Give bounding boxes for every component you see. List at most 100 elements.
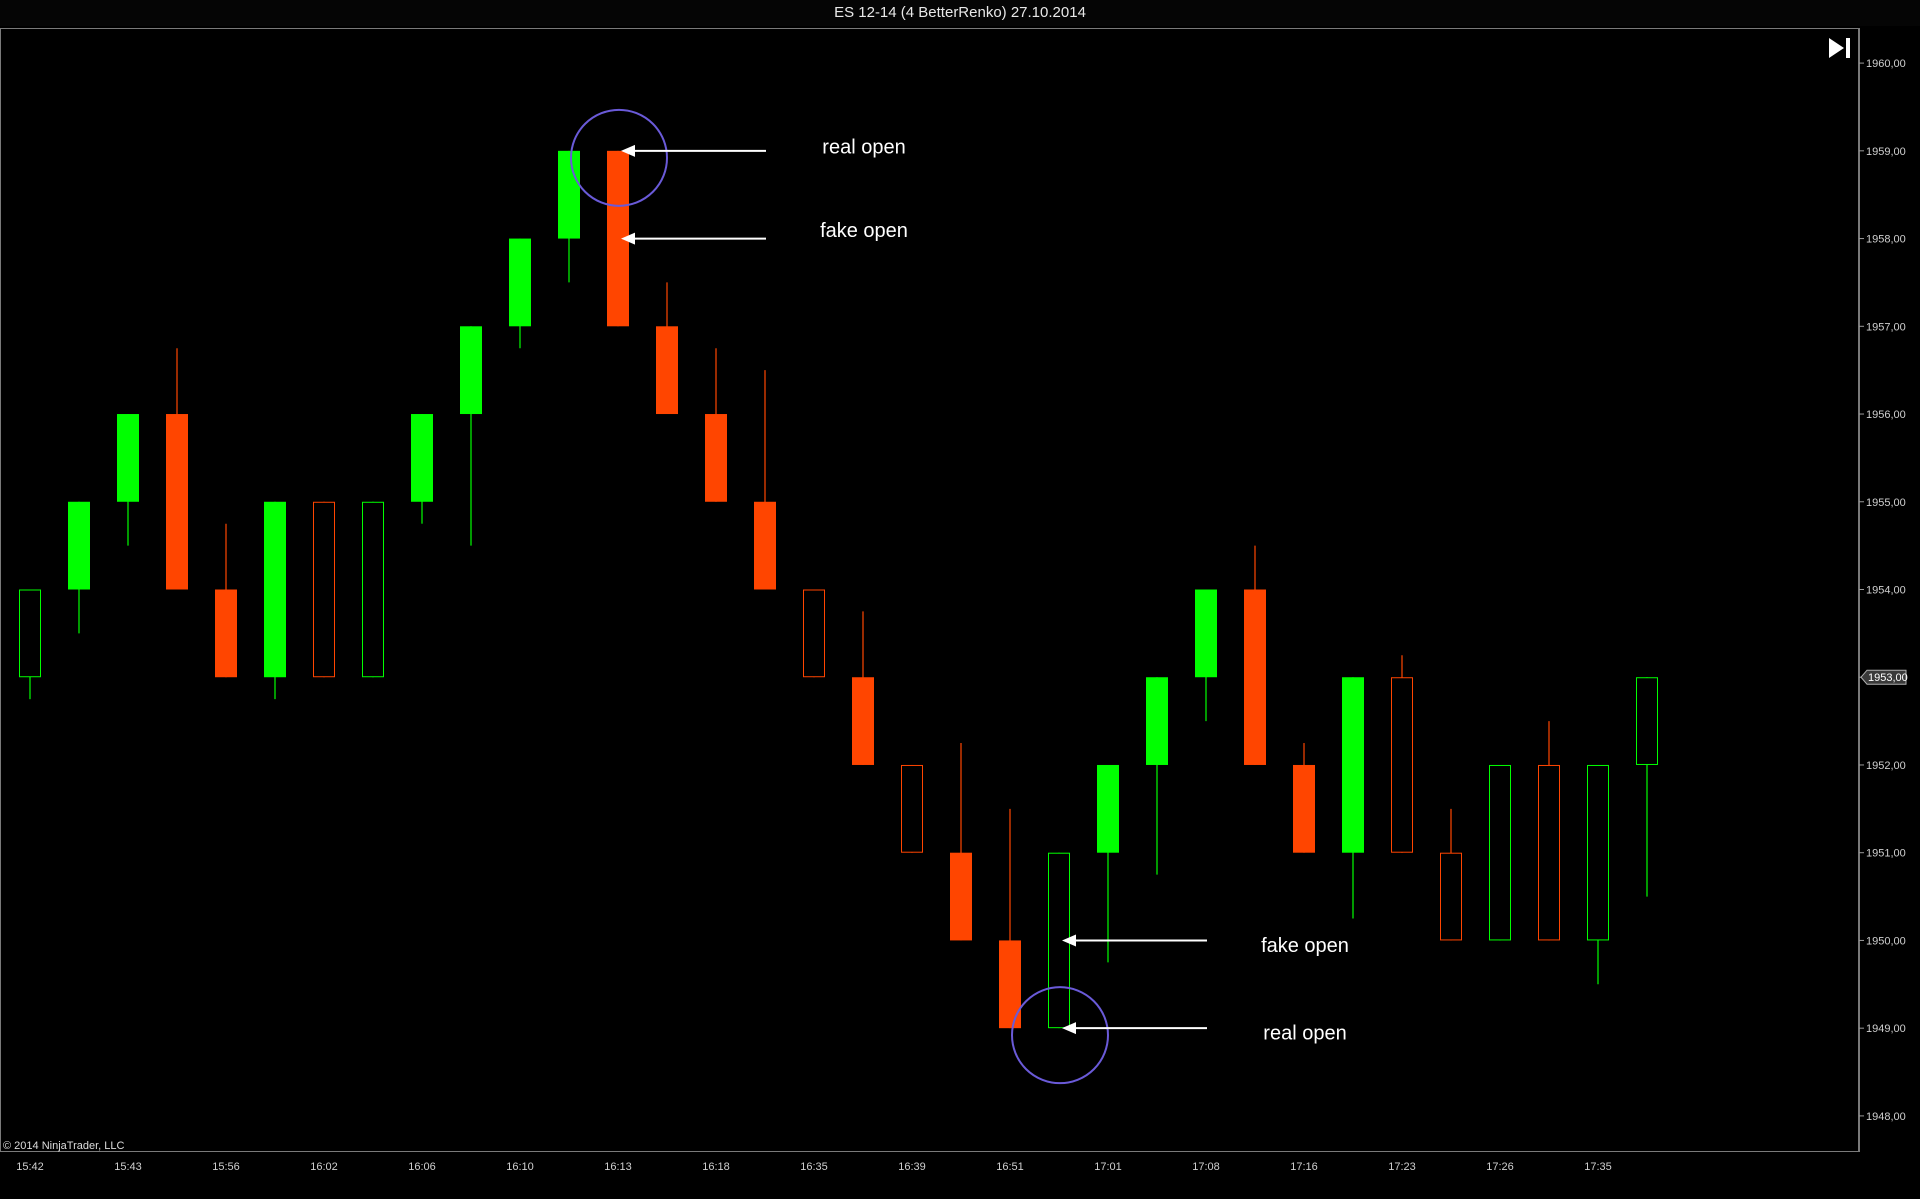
candle-bar: [1587, 764, 1609, 985]
candle-bar: [264, 501, 286, 700]
candle-bar: [1146, 677, 1168, 875]
candle-bar: [1293, 743, 1315, 853]
last-price-box: [1860, 669, 1907, 685]
time-tick-label: 15:43: [114, 1161, 142, 1173]
candle-body: [1538, 764, 1560, 941]
candle-bar: [999, 808, 1021, 1029]
candle-bar: [1097, 764, 1119, 963]
annotation: fake open: [1062, 934, 1349, 957]
candle-body: [215, 589, 237, 678]
candle-bar: [656, 282, 678, 415]
time-tick-label: 16:39: [898, 1161, 926, 1173]
candle-body: [166, 414, 188, 590]
candle-bar: [1391, 655, 1413, 853]
candle-body: [1440, 852, 1462, 941]
annotation: real open: [570, 108, 906, 207]
candle-bar: [68, 501, 90, 634]
candle-body: [411, 414, 433, 502]
candle-body: [509, 238, 531, 327]
time-axis: 15:42 15:43 15:56 16:02 16:06 16:10 16:13 16:18…: [16, 1161, 1612, 1173]
price-tick-label: 1957,00: [1866, 321, 1906, 333]
annotation-label: real open: [822, 136, 905, 158]
candle-body: [1489, 764, 1511, 941]
arrow-head: [621, 144, 635, 157]
skip-to-end-icon: [1829, 38, 1850, 58]
go-to-end-button[interactable]: [1826, 34, 1854, 62]
time-tick-label: 17:35: [1584, 1161, 1612, 1173]
candle-body: [1636, 677, 1658, 765]
candle-bar: [1636, 677, 1658, 897]
price-tick-label: 1956,00: [1866, 409, 1906, 421]
price-tick-label: 1952,00: [1866, 760, 1906, 772]
candle-body: [1293, 764, 1315, 853]
candle-bar: [19, 589, 41, 700]
candle-bar: [803, 589, 825, 678]
candle-bar: [509, 238, 531, 349]
candle-bar: [1538, 721, 1560, 941]
candle-body: [19, 589, 41, 678]
time-tick-label: 16:10: [506, 1161, 534, 1173]
price-tick-label: 1958,00: [1866, 234, 1906, 246]
time-tick-label: 17:26: [1486, 1161, 1514, 1173]
candle-bar: [362, 501, 384, 678]
time-tick-label: 15:42: [16, 1161, 44, 1173]
price-tick-label: 1950,00: [1866, 935, 1906, 947]
candle-body: [1195, 589, 1217, 678]
candle-body: [950, 852, 972, 941]
time-tick-label: 16:13: [604, 1161, 632, 1173]
candle-bar: [950, 743, 972, 941]
candle-body: [656, 326, 678, 415]
price-tick-label: 1955,00: [1866, 497, 1906, 509]
annotations-layer: real open fake open fake open real open: [570, 108, 1349, 1085]
candle-body: [117, 414, 139, 502]
time-tick-label: 17:08: [1192, 1161, 1220, 1173]
arrow-head: [1062, 934, 1076, 947]
time-tick-label: 16:51: [996, 1161, 1024, 1173]
candle-bar: [411, 414, 433, 524]
candles-layer: [19, 150, 1658, 1029]
last-price-marker: 1953,00: [1860, 669, 1908, 685]
candle-bar: [1489, 764, 1511, 941]
candle-bar: [117, 414, 139, 546]
copyright-notice: © 2014 NinjaTrader, LLC: [3, 1140, 125, 1152]
highlight-circle: [570, 108, 668, 207]
time-tick-label: 17:23: [1388, 1161, 1416, 1173]
price-tick-label: 1951,00: [1866, 848, 1906, 860]
arrow-head: [1062, 1022, 1076, 1035]
candle-body: [1244, 589, 1266, 765]
candle-bar: [313, 501, 335, 678]
arrow-head: [621, 232, 635, 245]
candle-bar: [754, 370, 776, 590]
annotation: real open: [1011, 986, 1347, 1085]
price-tick-label: 1959,00: [1866, 146, 1906, 158]
time-tick-label: 16:18: [702, 1161, 730, 1173]
annotation: fake open: [621, 220, 908, 245]
candle-body: [803, 589, 825, 678]
candle-body: [68, 501, 90, 590]
candle-body: [754, 501, 776, 590]
annotation-label: fake open: [820, 220, 908, 242]
annotation-label: real open: [1263, 1023, 1346, 1045]
time-tick-label: 16:06: [408, 1161, 436, 1173]
price-tick-label: 1948,00: [1866, 1111, 1906, 1123]
candle-body: [999, 940, 1021, 1029]
window-title: ES 12-14 (4 BetterRenko) 27.10.2014: [0, 0, 1920, 26]
candle-body: [705, 414, 727, 502]
time-tick-label: 15:56: [212, 1161, 240, 1173]
candle-body: [607, 150, 629, 327]
candle-bar: [901, 764, 923, 853]
time-tick-label: 17:16: [1290, 1161, 1318, 1173]
price-tick-label: 1960,00: [1866, 58, 1906, 70]
price-axis: 1948,00 1949,00 1950,00 1951,00 1952,00 1953,…: [1859, 58, 1908, 1123]
candle-bar: [1440, 808, 1462, 941]
last-price-label: 1953,00: [1868, 672, 1908, 684]
candle-bar: [705, 348, 727, 502]
candle-bar: [166, 348, 188, 590]
candle-bar: [215, 523, 237, 678]
candle-bar: [1195, 589, 1217, 722]
time-tick-label: 16:35: [800, 1161, 828, 1173]
candle-bar: [460, 326, 482, 546]
candle-body: [1391, 677, 1413, 853]
candle-body: [1587, 764, 1609, 941]
